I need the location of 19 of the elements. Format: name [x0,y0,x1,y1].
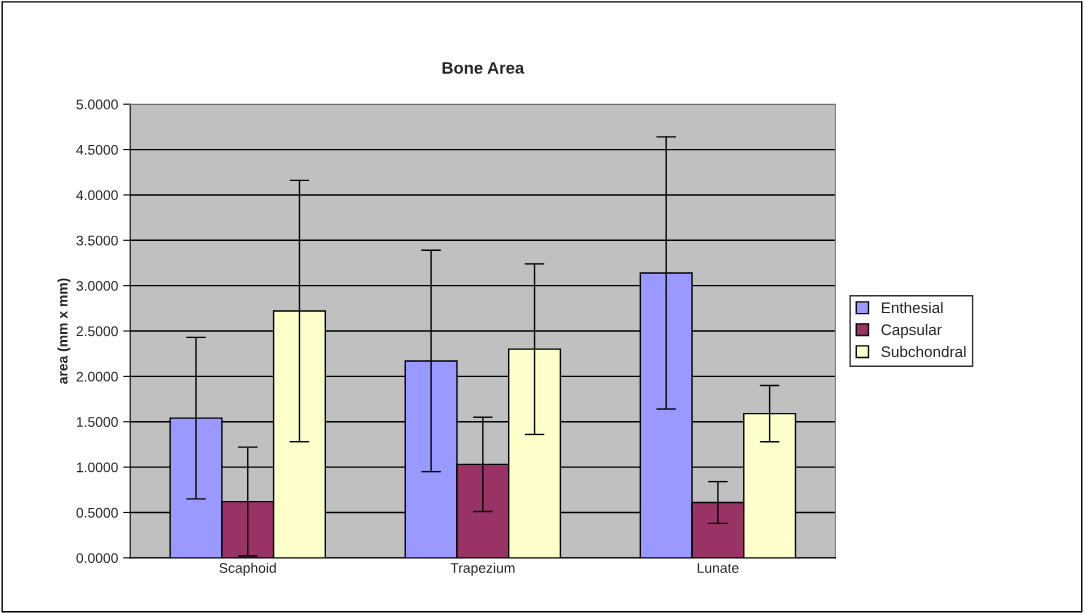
chart-title: Bone Area [442,62,525,74]
legend-label: Capsular [881,323,942,339]
y-tick-label: 0.5000 [76,507,118,518]
x-tick-label: Lunate [697,563,739,573]
y-tick-label: 4.0000 [76,190,118,201]
y-tick-label: 2.5000 [76,326,118,337]
y-tick-label: 2.0000 [76,371,118,382]
y-tick-label: 1.0000 [76,462,118,473]
x-tick-label: Scaphoid [219,562,276,576]
legend-label: Enthesial [881,301,943,314]
y-tick-label: 1.5000 [76,417,118,427]
y-axis-title: area (mm x mm) [57,278,71,384]
legend-label: Subchondral [881,345,966,358]
x-tick-label: Trapezium [450,562,515,576]
y-tick-label: 3.5000 [76,235,118,246]
y-tick-label: 4.5000 [76,144,118,155]
y-tick-label: 0.0000 [76,553,118,563]
y-tick-label: 3.0000 [76,280,118,291]
y-tick-label: 5.0000 [76,99,118,110]
